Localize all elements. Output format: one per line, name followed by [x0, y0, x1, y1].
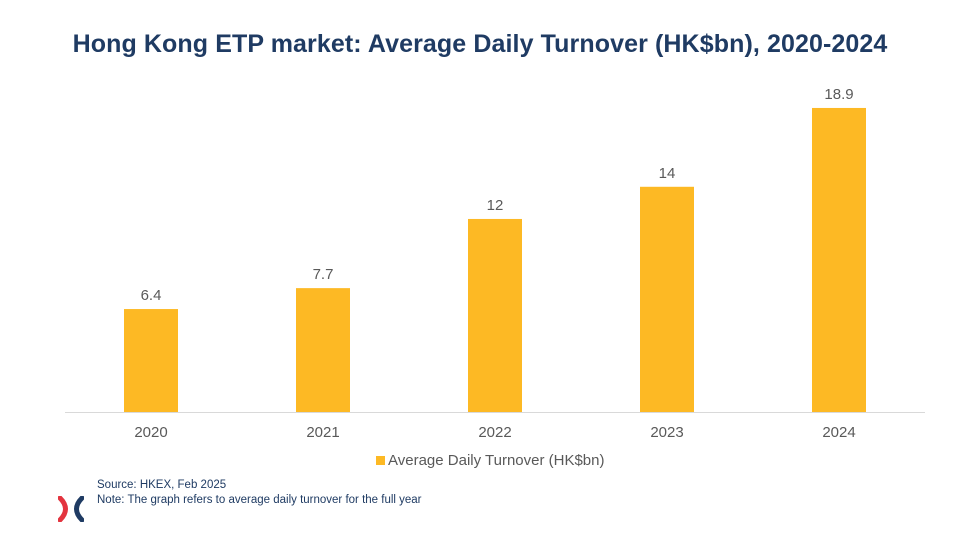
x-tick-label-2020: 2020 — [134, 424, 167, 441]
legend: Average Daily Turnover (HK$bn) — [376, 452, 605, 469]
x-tick-label-2021: 2021 — [306, 424, 339, 441]
chart-title: Hong Kong ETP market: Average Daily Turn… — [72, 30, 888, 58]
x-tick-label-2022: 2022 — [478, 424, 511, 441]
bar-2021 — [296, 288, 350, 412]
bar-2020 — [124, 309, 178, 412]
bar-2023 — [640, 186, 694, 412]
hkex-logo-icon — [58, 496, 84, 522]
source-note: Source: HKEX, Feb 2025 — [97, 479, 227, 491]
data-label-2020: 6.4 — [141, 287, 162, 304]
x-tick-label-2024: 2024 — [822, 424, 855, 441]
data-label-2021: 7.7 — [313, 266, 334, 283]
bar-chart: 6.4 2020 7.7 2021 12 2022 14 2023 18.9 2024 — [65, 86, 925, 441]
x-tick-label-2023: 2023 — [650, 424, 683, 441]
legend-label: Average Daily Turnover (HK$bn) — [388, 452, 605, 469]
data-label-2023: 14 — [659, 165, 676, 182]
data-label-2024: 18.9 — [824, 86, 853, 103]
bar-2024 — [812, 107, 866, 412]
data-label-2022: 12 — [487, 197, 504, 214]
footer: Source: HKEX, Feb 2025 Note: The graph r… — [97, 478, 422, 508]
legend-swatch — [376, 456, 385, 465]
footnote: Note: The graph refers to average daily … — [97, 494, 422, 506]
bar-2022 — [468, 218, 522, 412]
